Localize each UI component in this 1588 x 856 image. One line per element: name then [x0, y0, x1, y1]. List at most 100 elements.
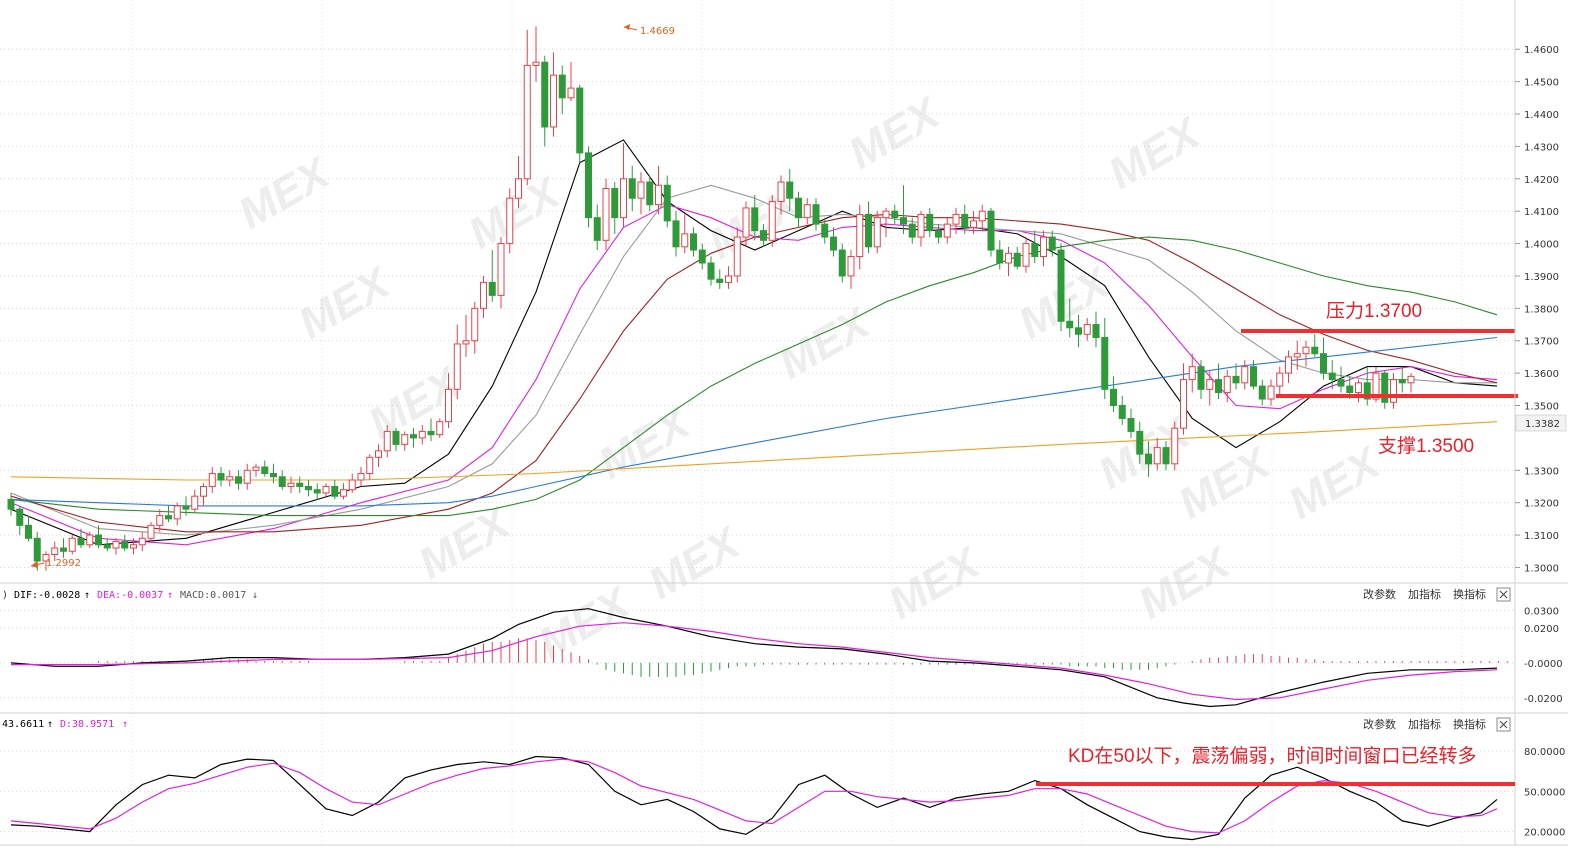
candle-body [1215, 379, 1222, 394]
candle-body [978, 210, 986, 222]
candle-body [1022, 243, 1030, 267]
candlesticks [7, 26, 1415, 571]
candle-body [147, 524, 155, 539]
kd-header: 43.6611 ↑ D:38.9571 ↑ [2, 719, 128, 730]
candle-body [628, 178, 636, 199]
macd-tick-label: 0.0300 [1524, 606, 1559, 617]
candle-body [1048, 236, 1056, 251]
candle-body [68, 537, 76, 552]
candle-body [961, 213, 969, 228]
candle-body [42, 553, 50, 562]
candle-body [1118, 405, 1126, 419]
candle-body [795, 197, 802, 219]
candle-body [191, 495, 199, 510]
high-marker: 1.4669 [623, 24, 675, 37]
macd-add-indicator-button[interactable]: 加指标 [1408, 587, 1441, 601]
candle-body [1101, 336, 1109, 390]
price-tick-label: 1.4000 [1524, 240, 1559, 251]
candle-body [532, 61, 540, 66]
candle-body [585, 152, 592, 219]
candle-body [60, 547, 67, 552]
price-tick-label: 1.3500 [1524, 402, 1559, 413]
candle-body [1372, 372, 1380, 400]
k-arrow-icon: ↑ [47, 719, 53, 730]
candle-body [1355, 382, 1362, 394]
candle-body [891, 210, 899, 219]
candle-body [733, 236, 741, 277]
candle-body [1092, 324, 1100, 338]
candle-body [1381, 372, 1389, 403]
macd-plot [10, 608, 1508, 708]
candle-body [698, 249, 706, 264]
candle-body [803, 204, 811, 219]
kd-close-icon[interactable] [1496, 717, 1511, 732]
candle-body [1320, 353, 1327, 374]
candle-body [305, 485, 312, 491]
candle-body [1232, 375, 1240, 384]
candle-body [637, 181, 645, 199]
kd-switch-indicator-button[interactable]: 换指标 [1453, 717, 1486, 731]
candle-body [935, 230, 942, 238]
candle-body [445, 388, 452, 423]
watermark-text: MEX [1281, 437, 1390, 528]
candle-body [1258, 385, 1266, 400]
candle-body [261, 466, 269, 475]
macd-change-params-button[interactable]: 改参数 [1363, 587, 1396, 601]
macd-controls: 改参数 加指标 换指标 [1363, 587, 1511, 602]
candle-body [646, 181, 654, 206]
candle-body [401, 434, 409, 445]
candle-body [1066, 320, 1074, 329]
candle-body [462, 340, 470, 345]
candle-body [970, 220, 977, 228]
kd-change-params-button[interactable]: 改参数 [1363, 717, 1396, 731]
candle-body [996, 249, 1004, 264]
candle-body [541, 61, 549, 128]
candle-body [1390, 379, 1397, 403]
candle-body [86, 534, 94, 546]
candle-body [1206, 379, 1214, 390]
candle-body [1110, 388, 1117, 407]
macd-close-icon[interactable] [1496, 587, 1511, 602]
macd-switch-indicator-button[interactable]: 换指标 [1453, 587, 1486, 601]
macd-arrow-icon: ↓ [252, 590, 258, 601]
candle-body [1293, 353, 1301, 358]
candle-body [838, 249, 846, 277]
candle-body [742, 207, 750, 238]
kd-tick-label: 50.0000 [1524, 787, 1565, 798]
candle-body [16, 508, 24, 526]
candle-body [480, 281, 487, 309]
candle-body [716, 278, 724, 283]
watermark-text: MEX [411, 497, 520, 588]
candle-body [777, 181, 785, 202]
ma-line-5 [10, 336, 1498, 507]
macd-dif-line [10, 608, 1498, 708]
ma-line-1 [10, 204, 1498, 546]
candle-body [1363, 382, 1371, 400]
price-tick-label: 1.4400 [1524, 110, 1559, 121]
kd-add-indicator-button[interactable]: 加指标 [1408, 717, 1441, 731]
candle-body [1346, 385, 1354, 394]
candle-body [340, 489, 347, 497]
current-price-label: 1.3382 [1525, 419, 1560, 430]
candle-body [182, 505, 190, 510]
candle-body [138, 537, 146, 546]
candle-body [917, 213, 925, 238]
candle-body [1311, 346, 1319, 355]
candle-body [235, 476, 242, 484]
d-label: D:38.9571 [60, 719, 114, 730]
candle-body [593, 217, 601, 241]
candle-body [322, 485, 330, 494]
candle-body [156, 515, 164, 526]
macd-label: MACD:0.0017 [180, 590, 246, 601]
candle-body [567, 87, 575, 99]
candle-body [550, 74, 557, 128]
candle-body [121, 541, 129, 549]
ma-line-4 [10, 236, 1498, 517]
candle-body [453, 343, 461, 390]
candle-body [226, 476, 234, 481]
kd-axis: 80.0000 50.0000 20.0000 [0, 747, 1565, 839]
candle-body [1223, 375, 1231, 394]
price-tick-label: 1.4600 [1524, 45, 1559, 56]
candle-body [130, 544, 137, 549]
